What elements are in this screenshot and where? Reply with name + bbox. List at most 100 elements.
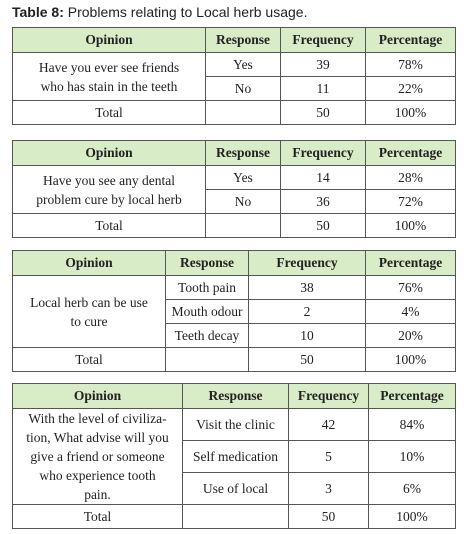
total-row: Total 50 100% [12, 100, 456, 125]
total-row: Total 50 100% [12, 504, 456, 529]
data-row: No 11 22% [13, 76, 456, 101]
empty-cell [205, 213, 281, 238]
data-row: Use of local 3 6% [13, 472, 456, 505]
column-header: Opinion [12, 140, 206, 166]
response: Yes [205, 52, 281, 77]
caption-label: Table 8: [12, 4, 64, 20]
frequency: 11 [280, 76, 366, 101]
table-caption: Table 8: Problems relating to Local herb… [12, 4, 307, 20]
total-percentage: 100% [365, 100, 456, 125]
column-header: Opinion [12, 27, 206, 53]
frequency: 14 [280, 165, 366, 190]
column-header: Percentage [365, 27, 456, 53]
data-row: Have you ever see friends who has stain i… [12, 52, 456, 101]
column-header: Response [182, 383, 289, 409]
total-frequency: 50 [280, 100, 366, 125]
question-line: who has stain in the teeth [40, 78, 178, 94]
question-line: Have you ever see friends [38, 59, 180, 75]
total-frequency: 50 [288, 504, 369, 529]
data-row: Have you see any dental problem cure by l… [12, 165, 456, 214]
frequency: 5 [288, 440, 369, 473]
data-table: Opinion Response Frequency Percentage Local … [12, 250, 456, 372]
response: Mouth odour [165, 299, 249, 324]
question-line: give a friend or someone [30, 449, 165, 464]
frequency: 42 [288, 408, 369, 441]
question-cell: Have you ever see friends who has stain i… [12, 52, 206, 101]
total-frequency: 50 [248, 347, 366, 372]
data-table: Opinion Response Frequency Percentage Have y… [12, 140, 456, 238]
total-label: Total [12, 213, 206, 238]
percentage: 76% [365, 275, 456, 300]
data-table: Opinion Response Frequency Percentage With t… [12, 383, 456, 529]
frequency: 39 [280, 52, 366, 77]
percentage: 20% [365, 323, 456, 348]
question-line: who experience tooth [39, 468, 156, 483]
question-cell: Local herb can be use to cure [12, 275, 166, 348]
header-row: Opinion Response Frequency Percentage [12, 27, 456, 53]
response: Tooth pain [165, 275, 249, 300]
response: No [205, 76, 281, 101]
total-percentage: 100% [365, 347, 456, 372]
header-row: Opinion Response Frequency Percentage [12, 383, 456, 409]
percentage: 84% [368, 408, 456, 441]
data-row: Mouth odour 2 4% [13, 299, 456, 324]
question-line: tion, What advise will you [26, 430, 169, 445]
column-header: Frequency [280, 27, 366, 53]
question-line: problem cure by local herb [36, 191, 182, 207]
total-label: Total [12, 504, 183, 529]
caption-text: Problems relating to Local herb usage. [67, 4, 308, 20]
response: No [205, 189, 281, 214]
column-header: Frequency [248, 250, 366, 276]
header-row: Opinion Response Frequency Percentage [12, 140, 456, 166]
data-table: Opinion Response Frequency Percentage Have y… [12, 27, 456, 125]
data-row: Self medication 5 10% [13, 440, 456, 473]
frequency: 36 [280, 189, 366, 214]
response: Teeth decay [165, 323, 249, 348]
column-header: Frequency [288, 383, 369, 409]
percentage: 28% [365, 165, 456, 190]
total-label: Total [12, 347, 166, 372]
frequency: 10 [248, 323, 366, 348]
percentage: 4% [365, 299, 456, 324]
empty-cell [182, 504, 289, 529]
response: Self medication [182, 440, 289, 473]
question-line: pain. [84, 487, 111, 502]
percentage: 6% [368, 472, 456, 505]
column-header: Response [205, 140, 281, 166]
question-line: Local herb can be use [30, 294, 148, 310]
column-header: Response [165, 250, 249, 276]
total-frequency: 50 [280, 213, 366, 238]
frequency: 2 [248, 299, 366, 324]
empty-cell [165, 347, 249, 372]
data-row: No 36 72% [13, 189, 456, 214]
percentage: 22% [365, 76, 456, 101]
question-cell: Have you see any dental problem cure by l… [12, 165, 206, 214]
total-percentage: 100% [368, 504, 456, 529]
header-row: Opinion Response Frequency Percentage [12, 250, 456, 276]
data-row: Teeth decay 10 20% [13, 323, 456, 348]
percentage: 72% [365, 189, 456, 214]
total-label: Total [12, 100, 206, 125]
question-line: Have you see any dental [43, 172, 175, 188]
percentage: 10% [368, 440, 456, 473]
data-row: With the level of civiliza-tion, What ad… [12, 408, 456, 505]
question-line: to cure [70, 313, 108, 329]
response: Yes [205, 165, 281, 190]
total-row: Total 50 100% [12, 347, 456, 372]
response: Use of local [182, 472, 289, 505]
percentage: 78% [365, 52, 456, 77]
question-cell: With the level of civiliza-tion, What ad… [12, 408, 183, 505]
empty-cell [205, 100, 281, 125]
column-header: Response [205, 27, 281, 53]
question-line: With the level of civiliza- [28, 411, 167, 426]
column-header: Frequency [280, 140, 366, 166]
total-percentage: 100% [365, 213, 456, 238]
data-row: Local herb can be use to cure Tooth pain 38… [12, 275, 456, 348]
column-header: Opinion [12, 250, 166, 276]
column-header: Opinion [12, 383, 183, 409]
total-row: Total 50 100% [12, 213, 456, 238]
column-header: Percentage [365, 250, 456, 276]
frequency: 38 [248, 275, 366, 300]
frequency: 3 [288, 472, 369, 505]
